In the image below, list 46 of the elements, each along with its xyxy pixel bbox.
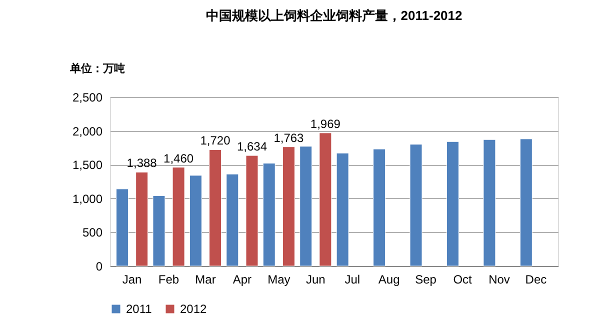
legend-label: 2012 bbox=[180, 302, 208, 316]
y-tick-label: 1,500 bbox=[72, 158, 103, 172]
data-label: 1,388 bbox=[126, 156, 158, 170]
bar bbox=[262, 163, 276, 266]
x-tick-label: Oct bbox=[453, 272, 473, 286]
data-label: 1,634 bbox=[236, 140, 268, 154]
bar bbox=[116, 188, 128, 266]
y-tick-label: 2,000 bbox=[72, 124, 103, 138]
bar bbox=[319, 132, 332, 266]
data-label: 1,969 bbox=[310, 116, 341, 131]
bar bbox=[300, 146, 312, 266]
bar bbox=[226, 174, 239, 266]
x-tick-label: Nov bbox=[488, 272, 510, 286]
x-tick-label: Mar bbox=[195, 272, 216, 286]
bar bbox=[373, 148, 386, 266]
bar bbox=[172, 167, 185, 266]
x-tick-label: Sep bbox=[415, 272, 437, 286]
x-tick-label: Apr bbox=[232, 272, 252, 286]
bar bbox=[410, 144, 422, 266]
y-tick-label: 0 bbox=[96, 260, 103, 274]
x-tick-label: Jan bbox=[122, 272, 142, 286]
y-tick-label: 500 bbox=[82, 226, 103, 240]
bar bbox=[282, 146, 295, 266]
bar bbox=[246, 155, 258, 266]
bar bbox=[152, 195, 166, 266]
bar bbox=[520, 138, 532, 266]
x-tick-label: Aug bbox=[378, 272, 400, 286]
bar bbox=[136, 172, 148, 266]
x-tick-label: Jul bbox=[344, 272, 360, 286]
chart-title: 中国规模以上饲料企业饲料产量，2011-2012 bbox=[206, 8, 462, 23]
data-label: 1,763 bbox=[274, 130, 304, 145]
x-tick-label: Dec bbox=[525, 272, 547, 286]
y-tick-label: 2,500 bbox=[72, 90, 103, 104]
bar bbox=[336, 152, 349, 266]
x-tick-label: May bbox=[268, 272, 290, 286]
bar bbox=[189, 175, 202, 266]
text: 单位：万吨 bbox=[69, 62, 125, 75]
bar bbox=[209, 149, 222, 266]
x-tick-label: Jun bbox=[306, 272, 326, 286]
bar bbox=[446, 141, 459, 266]
data-label: 1,720 bbox=[200, 134, 231, 148]
data-label: 1,460 bbox=[164, 151, 194, 166]
bar bbox=[483, 139, 496, 266]
x-tick-label: Feb bbox=[158, 272, 180, 286]
y-tick-label: 1,000 bbox=[72, 192, 103, 206]
legend-label: 2011 bbox=[126, 302, 152, 316]
